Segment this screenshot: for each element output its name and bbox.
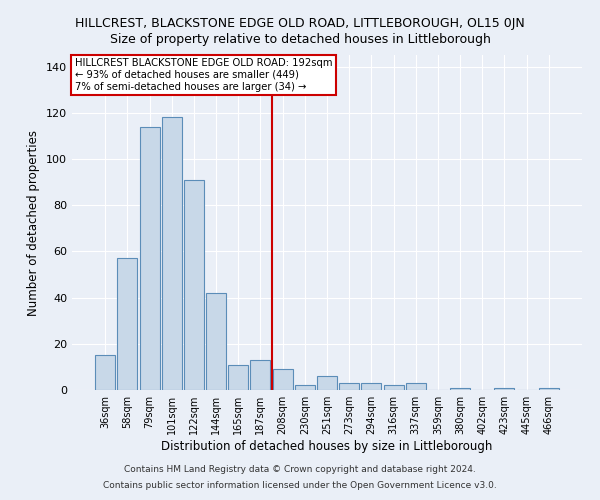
Bar	[494, 388, 514, 390]
Bar	[361, 383, 382, 390]
Bar	[450, 388, 470, 390]
Bar	[539, 388, 559, 390]
Bar	[184, 180, 204, 390]
Text: HILLCREST, BLACKSTONE EDGE OLD ROAD, LITTLEBOROUGH, OL15 0JN: HILLCREST, BLACKSTONE EDGE OLD ROAD, LIT…	[75, 18, 525, 30]
Bar	[383, 386, 404, 390]
Bar	[206, 293, 226, 390]
Bar	[95, 356, 115, 390]
Bar	[295, 386, 315, 390]
Bar	[140, 126, 160, 390]
Bar	[250, 360, 271, 390]
Bar	[406, 383, 426, 390]
Bar	[317, 376, 337, 390]
Text: Size of property relative to detached houses in Littleborough: Size of property relative to detached ho…	[110, 32, 490, 46]
Text: Contains HM Land Registry data © Crown copyright and database right 2024.: Contains HM Land Registry data © Crown c…	[124, 466, 476, 474]
Bar	[272, 369, 293, 390]
Text: HILLCREST BLACKSTONE EDGE OLD ROAD: 192sqm
← 93% of detached houses are smaller : HILLCREST BLACKSTONE EDGE OLD ROAD: 192s…	[74, 58, 332, 92]
Bar	[228, 364, 248, 390]
Bar	[118, 258, 137, 390]
X-axis label: Distribution of detached houses by size in Littleborough: Distribution of detached houses by size …	[161, 440, 493, 453]
Bar	[162, 118, 182, 390]
Bar	[339, 383, 359, 390]
Text: Contains public sector information licensed under the Open Government Licence v3: Contains public sector information licen…	[103, 480, 497, 490]
Y-axis label: Number of detached properties: Number of detached properties	[28, 130, 40, 316]
